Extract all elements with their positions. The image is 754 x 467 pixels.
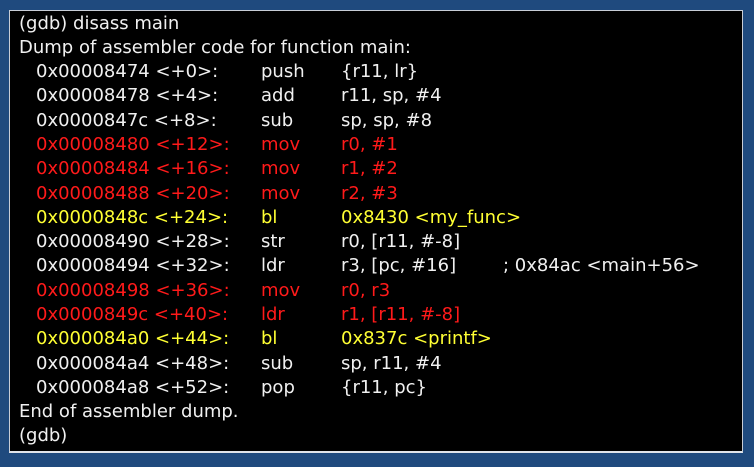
instruction-operands: r0, r3 bbox=[341, 279, 391, 301]
instruction-mnemonic: bl bbox=[261, 206, 278, 228]
instruction-row: 0x0000848c <+24>: bl 0x8430 <my_func> bbox=[10, 206, 730, 230]
instruction-mnemonic: sub bbox=[261, 352, 294, 374]
instruction-address: 0x00008488 <+20>: bbox=[36, 182, 230, 204]
instruction-operands: r0, #1 bbox=[341, 133, 398, 155]
instruction-row: 0x00008488 <+20>: mov r2, #3 bbox=[10, 182, 730, 206]
instruction-operands: r3, [pc, #16] bbox=[341, 255, 457, 277]
instruction-mnemonic: sub bbox=[261, 109, 294, 131]
instruction-address: 0x000084a0 <+44>: bbox=[36, 328, 230, 350]
instruction-mnemonic: add bbox=[261, 85, 295, 107]
instruction-row: 0x0000847c <+8>: sub sp, sp, #8 bbox=[10, 109, 730, 133]
instruction-operands: sp, r11, #4 bbox=[341, 352, 442, 374]
gdb-command-line: (gdb) disass main bbox=[19, 13, 180, 34]
instruction-mnemonic: mov bbox=[261, 279, 301, 301]
instruction-row: 0x0000849c <+40>: ldr r1, [r11, #-8] bbox=[10, 303, 730, 327]
instruction-mnemonic: bl bbox=[261, 328, 278, 350]
instruction-address: 0x0000847c <+8>: bbox=[36, 109, 217, 131]
instruction-mnemonic: ldr bbox=[261, 304, 285, 325]
instruction-row: 0x00008478 <+4>: add r11, sp, #4 bbox=[10, 84, 730, 108]
instruction-mnemonic: mov bbox=[261, 182, 301, 204]
instruction-address: 0x0000848c <+24>: bbox=[36, 206, 229, 228]
instruction-operands: 0x837c <printf> bbox=[341, 328, 492, 350]
instruction-address: 0x00008494 <+32>: bbox=[36, 255, 230, 277]
instruction-address: 0x000084a8 <+52>: bbox=[36, 376, 230, 398]
instruction-row: 0x00008494 <+32>: ldr r3, [pc, #16] ; 0x84a… bbox=[10, 254, 730, 278]
instruction-mnemonic: str bbox=[261, 231, 285, 253]
instruction-row: 0x000084a8 <+52>: pop {r11, pc} bbox=[10, 376, 730, 400]
instruction-row: 0x00008490 <+28>: str r0, [r11, #-8] bbox=[10, 230, 730, 254]
instruction-row: 0x000084a0 <+44>: bl 0x837c <printf> bbox=[10, 327, 730, 351]
dump-footer: End of assembler dump. bbox=[19, 401, 239, 422]
instruction-operands: {r11, pc} bbox=[341, 376, 427, 398]
instruction-mnemonic: push bbox=[261, 61, 305, 82]
instruction-address: 0x000084a4 <+48>: bbox=[36, 352, 230, 374]
instruction-row: 0x00008474 <+0>: push {r11, lr} bbox=[10, 60, 730, 84]
instruction-row: 0x00008484 <+16>: mov r1, #2 bbox=[10, 157, 730, 181]
instruction-address: 0x00008498 <+36>: bbox=[36, 279, 230, 301]
instruction-address: 0x00008484 <+16>: bbox=[36, 158, 230, 180]
instruction-operands: r1, #2 bbox=[341, 158, 398, 180]
instruction-row: 0x00008498 <+36>: mov r0, r3 bbox=[10, 279, 730, 303]
dump-header: Dump of assembler code for function main… bbox=[19, 37, 411, 58]
instruction-row: 0x00008480 <+12>: mov r0, #1 bbox=[10, 133, 730, 157]
instruction-address: 0x00008478 <+4>: bbox=[36, 85, 219, 107]
instruction-operands: 0x8430 <my_func> bbox=[341, 206, 522, 228]
instruction-row: 0x000084a4 <+48>: sub sp, r11, #4 bbox=[10, 352, 730, 376]
instruction-operands: r11, sp, #4 bbox=[341, 85, 442, 107]
gdb-prompt[interactable]: (gdb) bbox=[19, 425, 68, 446]
instruction-operands: sp, sp, #8 bbox=[341, 109, 433, 131]
instruction-address: 0x0000849c <+40>: bbox=[36, 304, 229, 325]
instruction-operands: r2, #3 bbox=[341, 182, 398, 204]
gdb-terminal[interactable]: (gdb) disass main Dump of assembler code… bbox=[9, 10, 743, 453]
instruction-mnemonic: mov bbox=[261, 133, 301, 155]
instruction-mnemonic: pop bbox=[261, 376, 295, 398]
instruction-operands: r1, [r11, #-8] bbox=[341, 304, 461, 325]
instruction-address: 0x00008474 <+0>: bbox=[36, 61, 219, 82]
instruction-mnemonic: ldr bbox=[261, 255, 285, 277]
instruction-operands: {r11, lr} bbox=[341, 61, 419, 82]
instruction-comment: ; 0x84ac <main+56> bbox=[503, 255, 700, 277]
instruction-operands: r0, [r11, #-8] bbox=[341, 231, 461, 253]
instruction-address: 0x00008490 <+28>: bbox=[36, 231, 230, 253]
instruction-address: 0x00008480 <+12>: bbox=[36, 133, 230, 155]
instruction-mnemonic: mov bbox=[261, 158, 301, 180]
